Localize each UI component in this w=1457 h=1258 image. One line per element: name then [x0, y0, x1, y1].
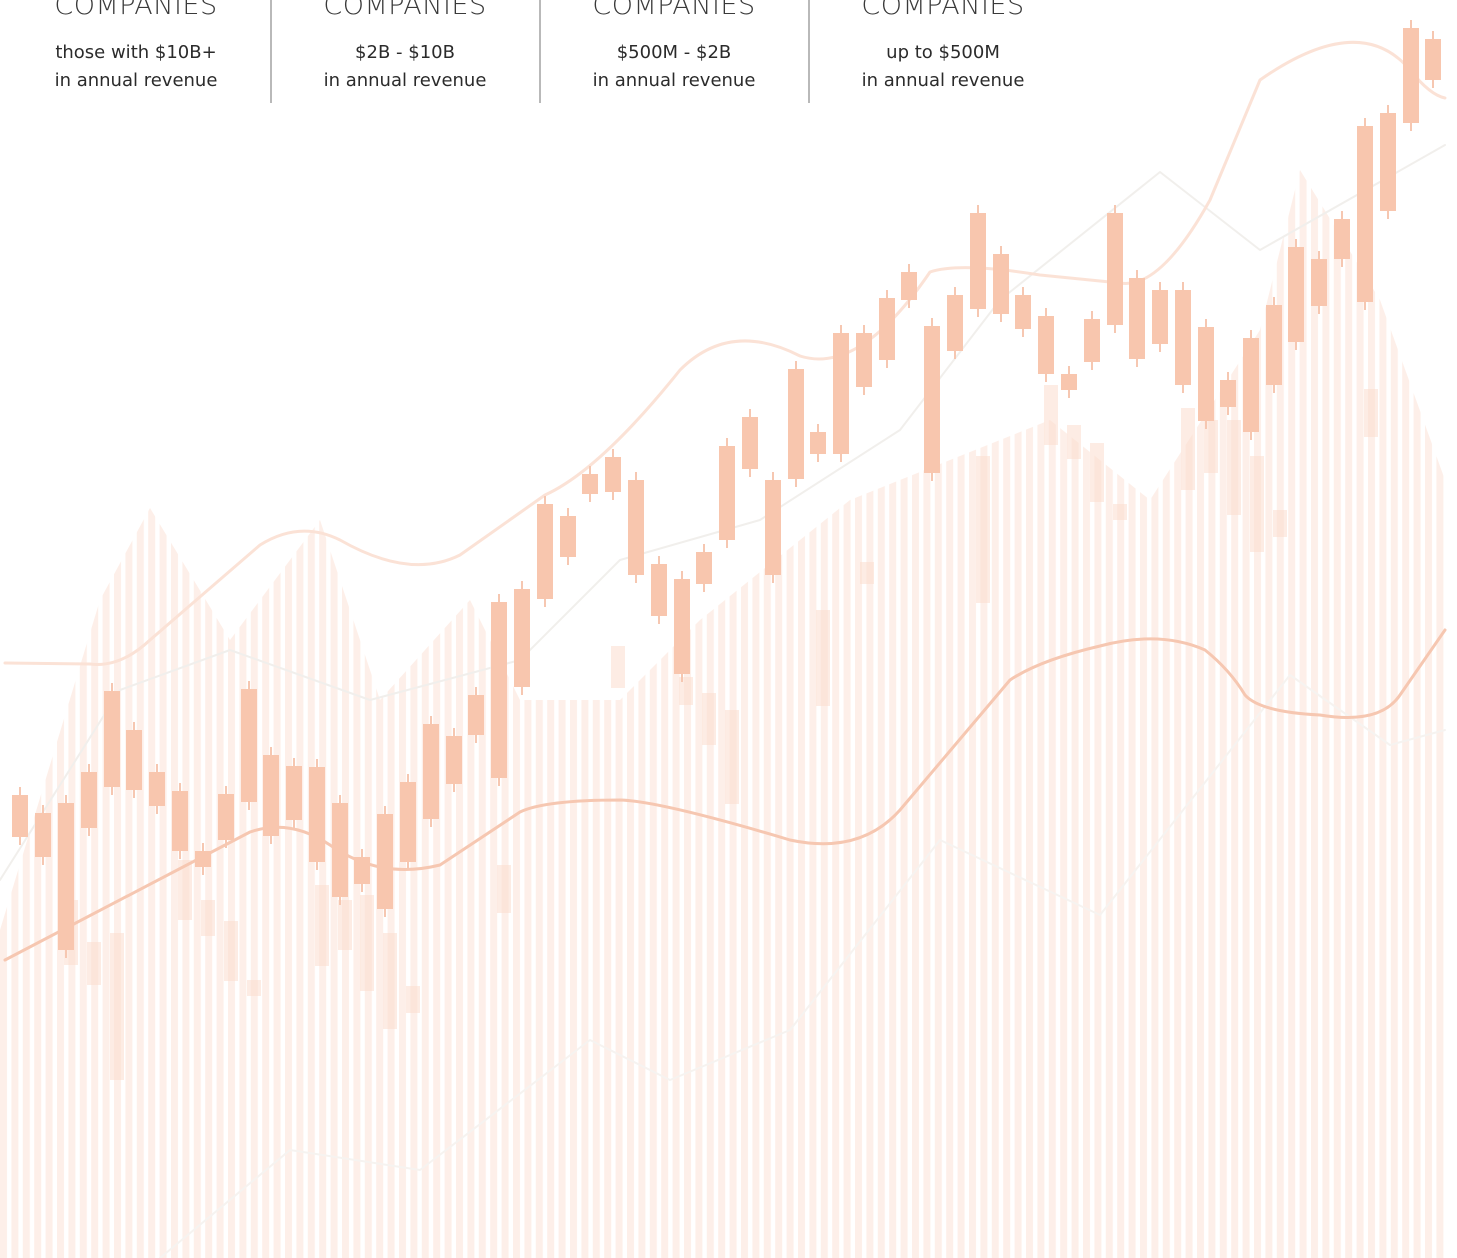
description-line: those with $10B+ [55, 42, 216, 63]
company-columns: COMPANIES those with $10B+ in annual reven… [0, 0, 1100, 110]
company-column: COMPANIES $500M - $2B in annual revenue [540, 0, 808, 95]
description-line: $500M - $2B [617, 42, 732, 63]
company-column: COMPANIES up to $500M in annual revenue [809, 0, 1077, 95]
description-line: $2B - $10B [355, 42, 455, 63]
page-body: COMPANIES those with $10B+ in annual reven… [0, 0, 1457, 1258]
description-line: up to $500M [886, 42, 1000, 63]
column-heading: COMPANIES [809, 0, 1077, 24]
decorative-chart [0, 0, 1457, 1258]
company-column: COMPANIES $2B - $10B in annual revenue [271, 0, 539, 95]
page: Companies {"columns": [ {"heading": "COM… [0, 0, 1457, 1258]
column-heading: COMPANIES [540, 0, 808, 24]
column-description: those with $10B+ in annual revenue [2, 39, 270, 95]
column-heading: COMPANIES [271, 0, 539, 24]
column-description: $500M - $2B in annual revenue [540, 39, 808, 95]
description-line: in annual revenue [862, 70, 1025, 91]
column-description: up to $500M in annual revenue [809, 39, 1077, 95]
description-line: in annual revenue [55, 70, 218, 91]
description-line: in annual revenue [324, 70, 487, 91]
description-line: in annual revenue [593, 70, 756, 91]
column-description: $2B - $10B in annual revenue [271, 39, 539, 95]
background-bars [0, 170, 1445, 1258]
company-column: COMPANIES those with $10B+ in annual reven… [2, 0, 270, 95]
column-heading: COMPANIES [2, 0, 270, 24]
